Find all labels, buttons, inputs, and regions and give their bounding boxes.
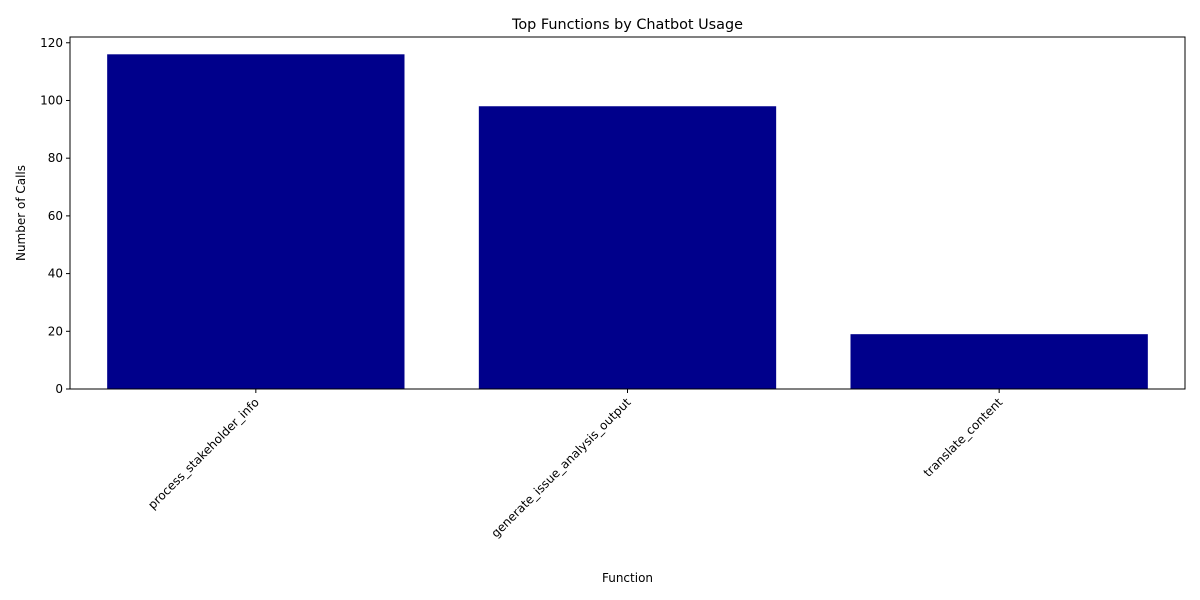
y-tick-label: 60: [48, 209, 63, 223]
y-axis: 0 20 40 60 80 100 120: [40, 36, 70, 396]
y-tick-label: 100: [40, 93, 63, 107]
plot-frame: [69, 36, 1186, 390]
chart-title: Top Functions by Chatbot Usage: [511, 17, 743, 33]
bar-translate-content: [850, 334, 1148, 389]
y-tick-label: 0: [55, 382, 63, 396]
y-tick-label: 20: [48, 324, 63, 338]
y-tick-label: 40: [48, 267, 63, 281]
y-tick-label: 120: [40, 36, 63, 50]
bar-generate-issue-analysis-output: [478, 106, 777, 389]
bar-process-stakeholder-info: [107, 54, 405, 390]
bars-group: [107, 54, 1148, 390]
y-axis-label: Number of Calls: [14, 165, 28, 261]
y-tick-label: 80: [48, 151, 63, 165]
x-axis-label: Function: [602, 571, 653, 585]
